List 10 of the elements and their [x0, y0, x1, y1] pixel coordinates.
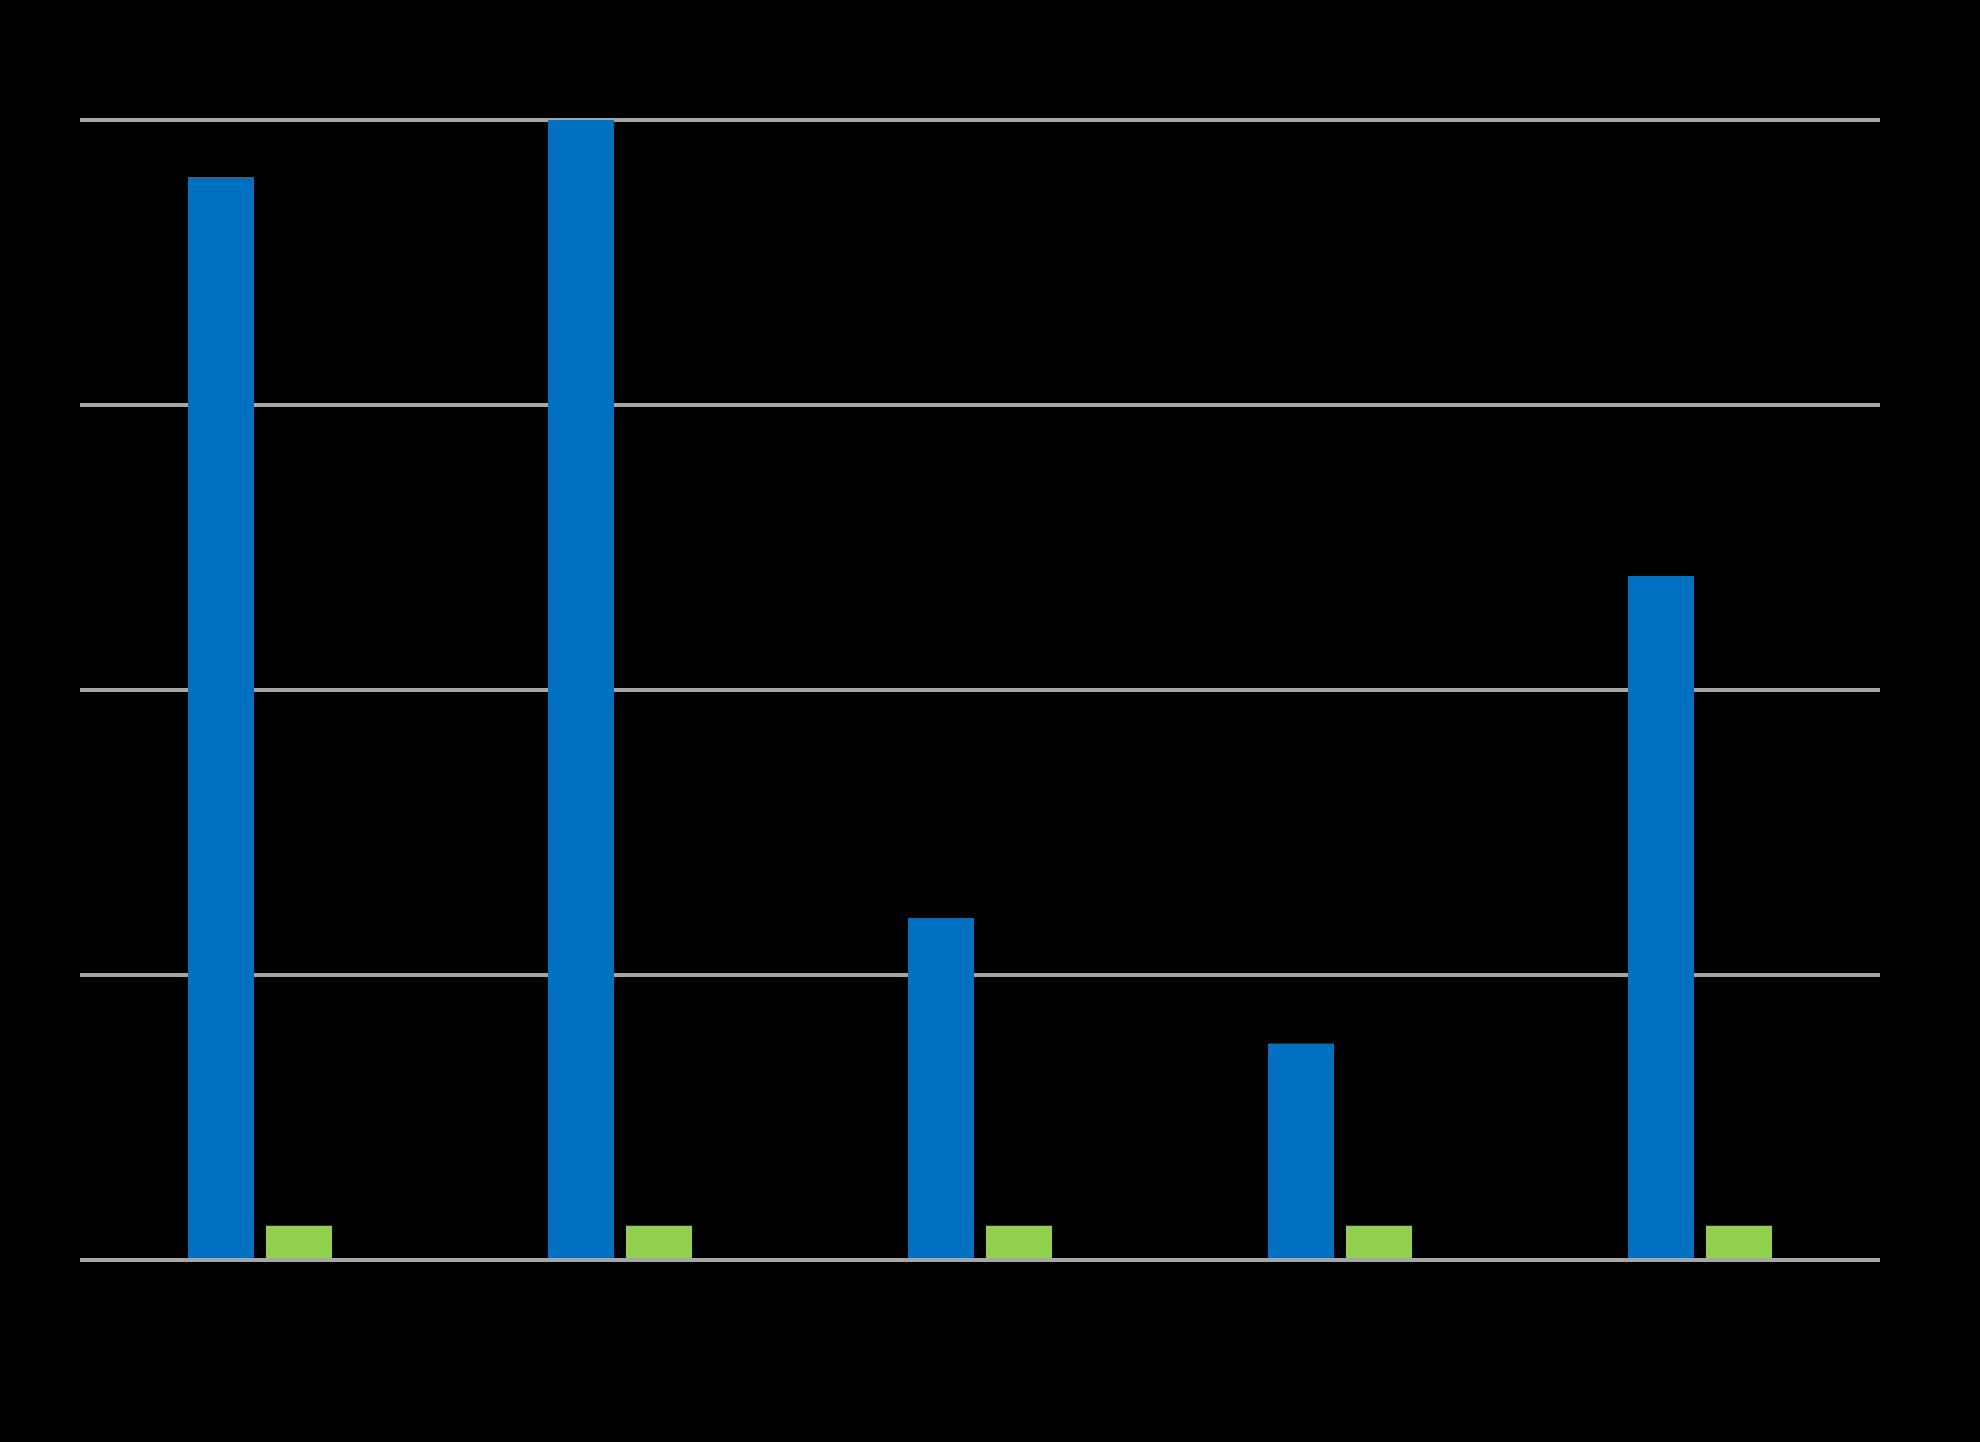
- bar: [626, 1225, 692, 1260]
- bar: [1628, 576, 1694, 1260]
- bar: [1346, 1225, 1412, 1260]
- bar: [1268, 1043, 1334, 1260]
- bar: [266, 1225, 332, 1260]
- bar: [908, 918, 974, 1260]
- bar: [548, 120, 614, 1260]
- bar: [1706, 1225, 1772, 1260]
- bar: [986, 1225, 1052, 1260]
- bar: [188, 177, 254, 1260]
